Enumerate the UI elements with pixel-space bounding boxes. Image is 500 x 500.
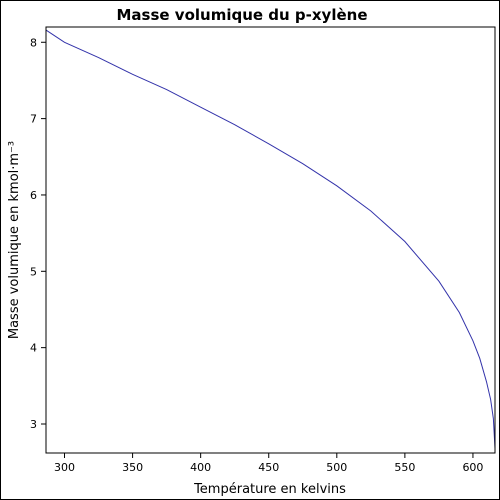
x-axis-label: Température en kelvins bbox=[193, 482, 346, 497]
density-series-line bbox=[45, 29, 496, 449]
x-tick-label: 300 bbox=[54, 461, 75, 474]
y-tick-label: 3 bbox=[30, 418, 37, 431]
y-axis-label: Masse volumique en kmol·m⁻³ bbox=[7, 141, 22, 339]
x-tick-label: 500 bbox=[326, 461, 347, 474]
y-tick-label: 7 bbox=[30, 113, 37, 126]
chart-title: Masse volumique du p-xylène bbox=[116, 6, 367, 24]
x-tick-label: 400 bbox=[190, 461, 211, 474]
x-tick-label: 450 bbox=[258, 461, 279, 474]
plot-area bbox=[45, 29, 496, 449]
y-tick-label: 5 bbox=[30, 265, 37, 278]
y-tick-label: 6 bbox=[30, 189, 37, 202]
x-tick-label: 350 bbox=[122, 461, 143, 474]
x-tick-label: 550 bbox=[394, 461, 415, 474]
x-axis: 300 350 400 450 500 550 600 bbox=[54, 453, 483, 474]
y-axis: 3 4 5 6 7 8 bbox=[30, 36, 46, 431]
y-tick-label: 4 bbox=[30, 342, 37, 355]
x-tick-label: 600 bbox=[462, 461, 483, 474]
plot-frame bbox=[45, 26, 496, 454]
y-tick-label: 8 bbox=[30, 36, 37, 49]
